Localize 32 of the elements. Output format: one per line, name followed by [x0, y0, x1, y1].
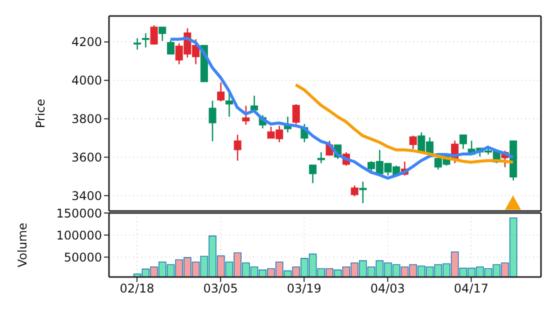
x-tick-label: 04/03 — [370, 282, 405, 296]
candlestick — [150, 24, 158, 46]
candlestick — [217, 82, 225, 102]
y-tick-label: 3400 — [71, 188, 102, 203]
x-tick-label: 03/19 — [286, 282, 322, 296]
y-tick-label: 4000 — [71, 74, 102, 88]
x-tick-label: 03/05 — [203, 282, 238, 296]
x-tick-label: 02/18 — [120, 282, 154, 296]
candlestick — [250, 95, 258, 111]
x-tick-label: 04/17 — [454, 282, 489, 296]
y-tick-label: 3600 — [71, 150, 102, 164]
candlestick — [309, 164, 317, 184]
y-axis-title: Price — [33, 98, 48, 128]
y-tick-label: 150000 — [56, 206, 102, 220]
y-tick-label: 3800 — [71, 112, 102, 126]
candlestick — [158, 26, 166, 42]
candlestick — [208, 100, 216, 142]
candlestick — [142, 32, 150, 48]
y-tick-label: 4200 — [71, 35, 102, 50]
candlestick — [292, 104, 300, 125]
candlestick — [234, 134, 242, 162]
candlestick — [166, 40, 174, 55]
candlestick — [317, 152, 325, 164]
y-tick-label: 50000 — [64, 250, 102, 264]
candlestick — [359, 180, 367, 204]
candlestick — [134, 38, 142, 50]
candlestick — [350, 184, 358, 197]
y-axis-title: Volume — [15, 222, 30, 268]
candlestick — [409, 135, 417, 150]
candlestick — [242, 105, 250, 126]
candlestick — [459, 134, 467, 150]
y-tick-label: 100000 — [56, 228, 102, 242]
